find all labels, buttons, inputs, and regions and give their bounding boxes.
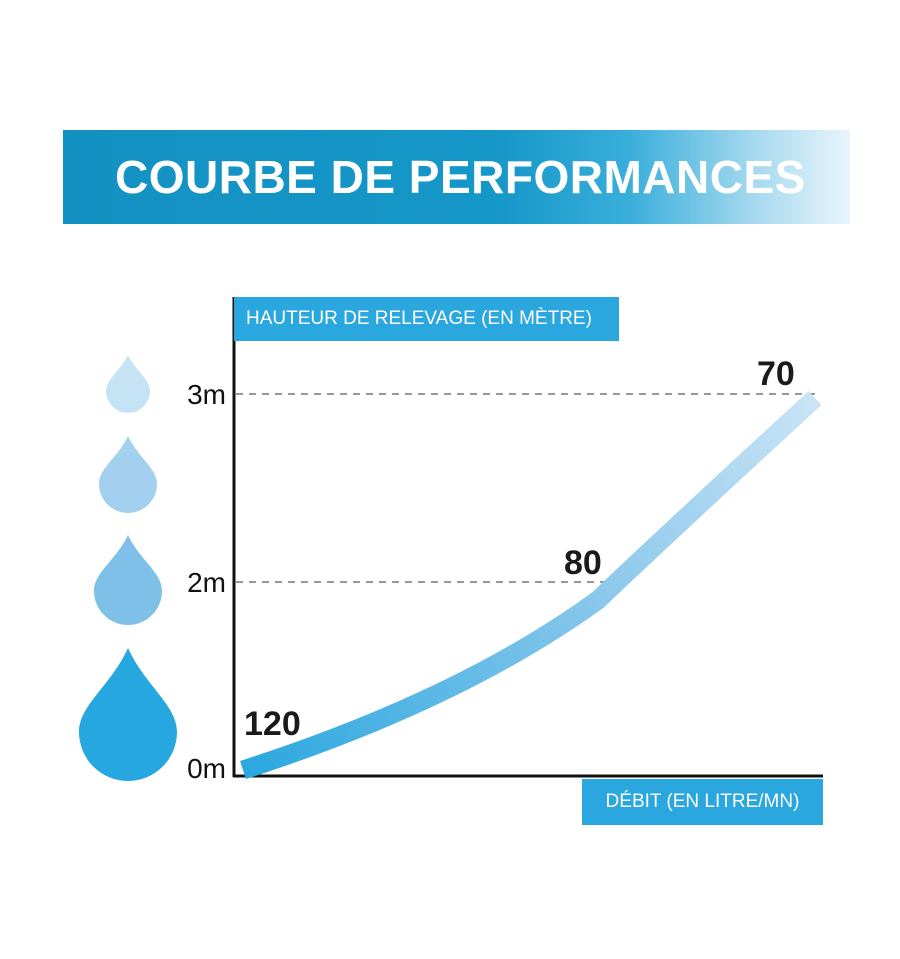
- y-tick-label: 0m: [187, 753, 226, 784]
- point-label: 80: [564, 544, 602, 582]
- y-tick-label: 2m: [187, 567, 226, 598]
- point-label: 70: [757, 355, 795, 393]
- y-tick-label: 3m: [187, 379, 226, 410]
- title-banner: COURBE DE PERFORMANCES: [63, 130, 850, 224]
- water-drop-icon: [94, 535, 162, 625]
- point-label: 120: [244, 705, 301, 743]
- water-drops: [79, 355, 177, 781]
- water-drop-icon: [106, 355, 150, 413]
- performance-curve: [240, 391, 822, 780]
- point-labels: 120 80 70: [244, 355, 795, 743]
- water-drop-icon: [79, 648, 177, 781]
- y-axis-label: HAUTEUR DE RELEVAGE (EN MÈTRE): [234, 297, 619, 341]
- y-tick-labels: 0m 2m 3m: [187, 379, 226, 784]
- water-drop-icon: [99, 436, 157, 513]
- page-title: COURBE DE PERFORMANCES: [115, 151, 806, 203]
- gridlines: [236, 393, 818, 583]
- x-axis-label: DÉBIT (EN LITRE/MN): [582, 779, 823, 825]
